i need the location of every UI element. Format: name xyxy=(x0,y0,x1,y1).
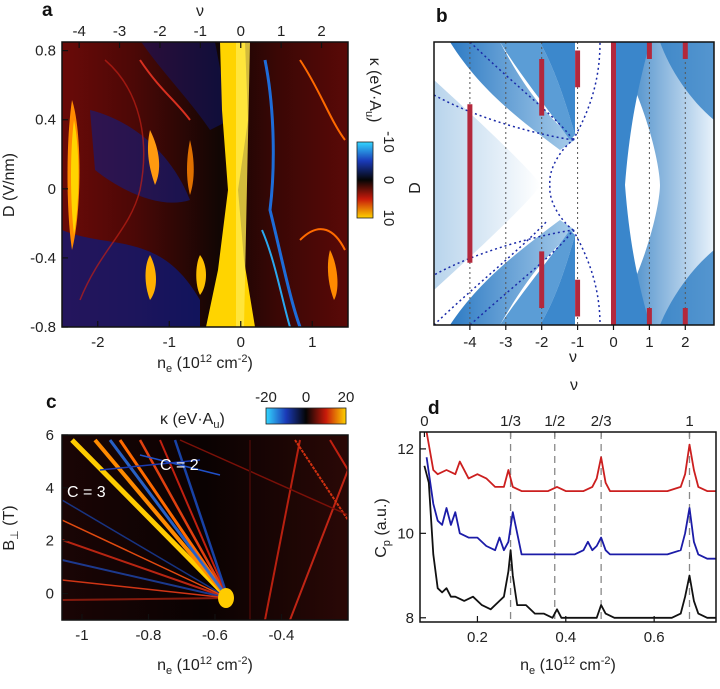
panel-d-series-line-2 xyxy=(423,465,716,619)
panel-b-x-tick-label: -3 xyxy=(499,334,512,351)
panel-c-heatmap xyxy=(62,435,348,620)
panel-c-frame xyxy=(61,434,349,621)
panel-c-colorbar-tick-label: 0 xyxy=(302,389,310,406)
panel-a-colorbar xyxy=(356,141,374,219)
panel-d-series-line-0 xyxy=(425,432,716,493)
panel-a-colorbar-tick-label: -10 xyxy=(380,131,397,153)
panel-c-xlabel: ne (1012 cm-2) xyxy=(157,655,253,677)
panel-a-top-tick-label: -2 xyxy=(153,23,166,40)
panel-a-heatmap xyxy=(62,42,348,327)
panel-b-x-tick-label: -2 xyxy=(535,334,548,351)
panel-d-top-tick-label: 1 xyxy=(685,413,693,430)
panel-d-y-ticks: 12 10 8 xyxy=(397,441,426,627)
panel-c-x-tick-label: -0.8 xyxy=(136,627,162,644)
panel-a-top-ticks: -4 -3 -2 -1 0 1 2 xyxy=(72,23,326,48)
panel-a-y-tick-label: 0.4 xyxy=(35,112,56,129)
panel-c-y-tick-label: 4 xyxy=(46,480,54,497)
panel-a-colorbar-tick-label: 10 xyxy=(380,210,397,227)
panel-c-x-tick-label: -1 xyxy=(75,627,88,644)
panel-d-top-ticks: 0 1/3 1/2 2/3 1 xyxy=(420,413,694,437)
panel-c-colorbar-tick-label: -20 xyxy=(255,389,277,406)
panel-a-top-tick-label: -3 xyxy=(113,23,126,40)
panel-d-y-tick-label: 12 xyxy=(397,441,414,458)
panel-b-x-tick-label: 0 xyxy=(609,334,617,351)
panel-d-nu-markers xyxy=(509,432,691,622)
panel-a-x-tick-label: -1 xyxy=(163,334,176,351)
panel-a-top-tick-label: -4 xyxy=(72,23,85,40)
panel-b-label: b xyxy=(436,6,448,27)
panel-a-y-tick-label: -0.8 xyxy=(30,319,56,336)
panel-c-x-tick-label: -0.6 xyxy=(202,627,228,644)
panel-d-frame xyxy=(419,431,717,623)
panel-d-x-tick-label: 0.4 xyxy=(555,629,576,646)
panel-b-frame xyxy=(433,41,715,326)
panel-a-colorbar-ticks: -10 0 10 xyxy=(380,131,397,226)
panel-a-y-tick-label: -0.4 xyxy=(30,250,56,267)
panel-d-top-tick-label: 0 xyxy=(420,413,428,430)
panel-c-y-ticks: 6 4 2 0 xyxy=(46,427,68,603)
panel-d-label: d xyxy=(428,398,440,419)
panel-d-series-line-1 xyxy=(425,457,716,560)
panel-c-annotation-c3: C = 3 xyxy=(67,484,106,501)
panel-d-series xyxy=(423,432,716,619)
panel-b-x-tick-label: 1 xyxy=(645,334,653,351)
panel-c-label: c xyxy=(46,392,57,413)
panel-a-top-tick-label: 0 xyxy=(237,23,245,40)
panel-c-colorbar-ticks: -20 0 20 xyxy=(255,389,354,406)
panel-b-x-tick-label: -1 xyxy=(571,334,584,351)
panel-a-colorbar-label: κ (eV·Au) xyxy=(363,58,383,123)
panel-c-annotation-c2: C = 2 xyxy=(160,457,199,474)
panel-d-top-tick-label: 2/3 xyxy=(591,413,612,430)
panel-d-top-tick-label: 1/2 xyxy=(544,413,565,430)
panel-a-y-tick-label: 0.8 xyxy=(35,43,56,60)
panel-c-y-tick-label: 2 xyxy=(46,533,54,550)
panel-a-top-tick-label: 1 xyxy=(277,23,285,40)
panel-a-ylabel: D (V/nm) xyxy=(1,153,18,217)
panel-a-top-tick-label: 2 xyxy=(317,23,325,40)
panel-a-x-tick-label: 1 xyxy=(308,334,316,351)
panel-c-colorbar-tick-label: 20 xyxy=(338,389,355,406)
panel-d-x-tick-label: 0.6 xyxy=(644,629,665,646)
panel-c-y-tick-label: 0 xyxy=(46,586,54,603)
panel-a-x-tick-label: -2 xyxy=(91,334,104,351)
panel-c-ylabel: B⊥ (T) xyxy=(1,505,21,550)
panel-a-colorbar-tick-label: 0 xyxy=(380,176,397,184)
panel-d-top-tick-label: 1/3 xyxy=(500,413,521,430)
panel-c-colorbar-label: κ (eV·Au) xyxy=(160,411,225,431)
panel-d-y-tick-label: 8 xyxy=(406,610,414,627)
panel-d-x-ticks: 0.2 0.4 0.6 xyxy=(467,616,665,646)
panel-d-ylabel: Cp (a.u.) xyxy=(373,498,393,557)
panel-b-x-ticks: -4 -3 -2 -1 0 1 2 xyxy=(463,325,689,351)
panel-b-red-markers xyxy=(467,42,688,325)
panel-d-top-axis-label: ν xyxy=(570,377,578,394)
panel-a-top-axis-label: ν xyxy=(196,3,204,20)
panel-c-x-tick-label: -0.4 xyxy=(269,627,295,644)
panel-a-xlabel: ne (1012 cm-2) xyxy=(157,353,253,375)
panel-b-x-tick-label: 2 xyxy=(681,334,689,351)
panel-d-y-tick-label: 10 xyxy=(397,525,414,542)
panel-c: c κ (eV·Au) -20 0 20 xyxy=(1,389,354,677)
panel-a-y-tick-label: 0 xyxy=(48,181,56,198)
panel-b-x-tick-label: -4 xyxy=(463,334,476,351)
panel-b: b xyxy=(407,6,715,366)
panel-a: a ν -4 -3- xyxy=(1,0,397,375)
panel-c-y-tick-label: 6 xyxy=(46,427,54,444)
panel-b-diagram xyxy=(434,42,714,325)
panel-b-ylabel: D xyxy=(407,182,424,194)
panel-d-xlabel: ne (1012 cm-2) xyxy=(520,655,616,677)
panel-b-xlabel: ν xyxy=(569,349,577,366)
panel-a-frame xyxy=(61,41,349,328)
panel-d: d ν 0 1/3 1/2 2/3 1 0.2 0.4 0.6 12 10 8 ne (1012… xyxy=(373,377,717,677)
panel-a-label: a xyxy=(42,0,53,21)
panel-c-x-ticks: -1 -0.8 -0.6 -0.4 xyxy=(75,614,294,644)
panel-a-x-ticks: -2 -1 0 1 xyxy=(91,321,316,351)
panel-c-colorbar xyxy=(265,407,347,425)
panel-d-x-tick-label: 0.2 xyxy=(467,629,488,646)
panel-a-y-ticks: 0.8 0.4 0 -0.4 -0.8 xyxy=(30,43,68,336)
panel-a-x-tick-label: 0 xyxy=(237,334,245,351)
panel-a-top-tick-label: -1 xyxy=(194,23,207,40)
